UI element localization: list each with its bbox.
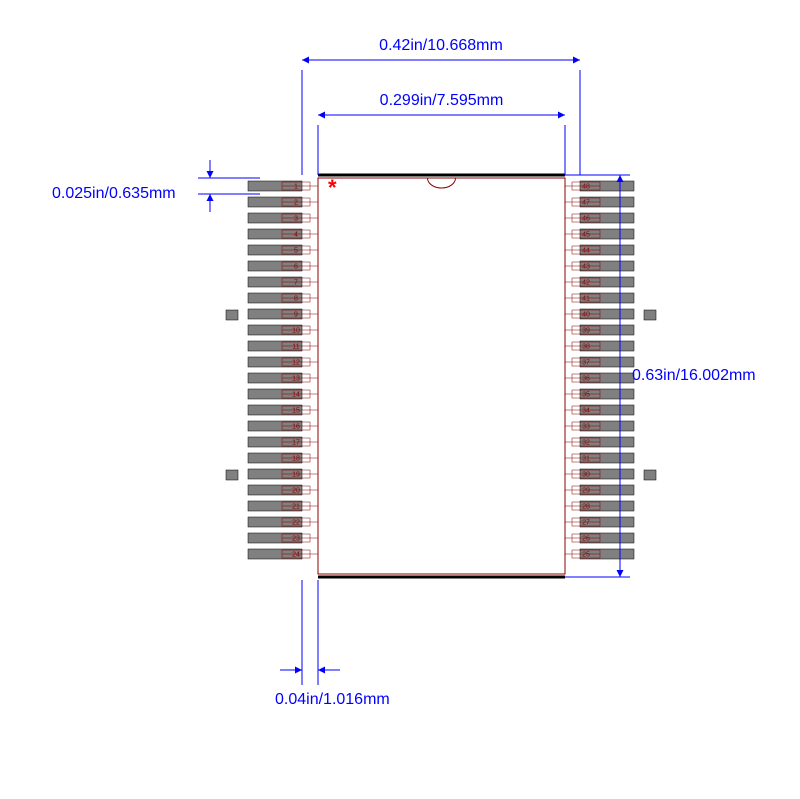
pin-number: 45	[582, 231, 590, 238]
pin-number: 27	[582, 519, 590, 526]
pin-number: 32	[582, 439, 590, 446]
pin-number: 46	[582, 215, 590, 222]
pin-number: 11	[292, 343, 299, 350]
dim-width-inner-label: 0.299in/7.595mm	[380, 92, 504, 109]
pin-number: 42	[582, 279, 590, 286]
pin-number: 22	[292, 519, 300, 526]
pin-number: 38	[582, 343, 590, 350]
pin-number: 8	[294, 295, 298, 302]
pin-number: 2	[294, 199, 298, 206]
fiducial	[226, 310, 238, 320]
fiducial	[644, 310, 656, 320]
pin-number: 10	[292, 327, 300, 334]
pin-number: 28	[582, 503, 590, 510]
pin-number: 48	[582, 183, 590, 190]
pin-number: 4	[294, 231, 298, 238]
package-footprint-diagram: * 1 48 2 47 3 46 4 45 5 44 6 43 7 42 8 41 9 40 10 39 11 38 12 37…	[0, 0, 800, 799]
dim-height-label: 0.63in/16.002mm	[632, 367, 756, 384]
pin-number: 24	[292, 551, 300, 558]
pin-number: 35	[582, 391, 590, 398]
pin-number: 19	[292, 471, 300, 478]
fiducial	[226, 470, 238, 480]
pin1-marker: *	[328, 175, 337, 200]
pin-number: 7	[294, 279, 298, 286]
pin-number: 6	[294, 263, 298, 270]
pin-number: 23	[292, 535, 300, 542]
pin-number: 47	[582, 199, 590, 206]
pin-number: 44	[582, 247, 590, 254]
pin-number: 3	[294, 215, 298, 222]
dim-pin-spacing-label: 0.025in/0.635mm	[52, 185, 176, 202]
pin-number: 40	[582, 311, 590, 318]
pin-number: 33	[582, 423, 590, 430]
pin-number: 25	[582, 551, 590, 558]
dim-pin-width-label: 0.04in/1.016mm	[275, 691, 390, 708]
pin-number: 13	[292, 375, 300, 382]
pin-number: 30	[582, 471, 590, 478]
pin-number: 31	[582, 455, 590, 462]
pin-number: 41	[582, 295, 590, 302]
orientation-arc	[428, 178, 456, 188]
pin-number: 26	[582, 535, 590, 542]
pin-number: 21	[292, 503, 300, 510]
dim-width-outer-label: 0.42in/10.668mm	[379, 37, 503, 54]
pin-number: 37	[582, 359, 590, 366]
pin-number: 1	[294, 183, 298, 190]
pin-number: 15	[292, 407, 300, 414]
pin-number: 29	[582, 487, 590, 494]
pin-number: 43	[582, 263, 590, 270]
pin-number: 18	[292, 455, 300, 462]
pin-number: 14	[292, 391, 300, 398]
pin-number: 9	[294, 311, 298, 318]
pin-number: 12	[292, 359, 300, 366]
pin-number: 34	[582, 407, 590, 414]
pin-number: 39	[582, 327, 590, 334]
body-outline	[318, 178, 565, 574]
pin-number: 16	[292, 423, 300, 430]
pin-number: 36	[582, 375, 590, 382]
fiducial	[644, 470, 656, 480]
pin-number: 5	[294, 247, 298, 254]
pin-number: 17	[292, 439, 300, 446]
pin-number: 20	[292, 487, 300, 494]
